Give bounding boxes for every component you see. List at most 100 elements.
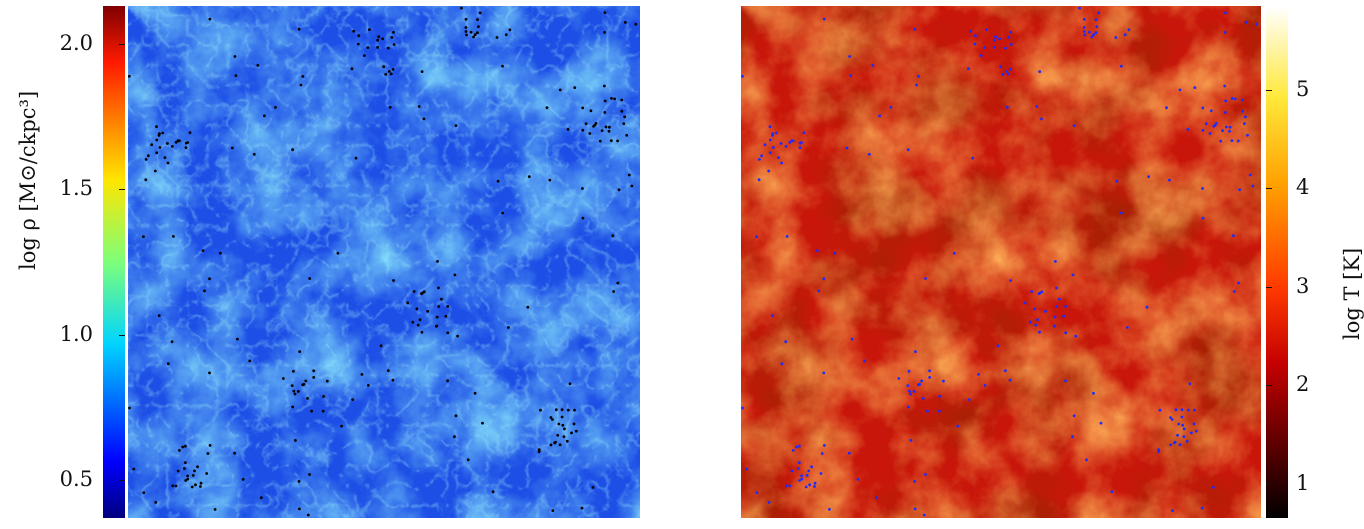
particle-point <box>1004 369 1007 372</box>
particle-point <box>603 11 607 15</box>
particle-point <box>491 490 495 494</box>
particle-point <box>1200 506 1204 510</box>
particle-point <box>584 122 588 126</box>
particle-point <box>581 216 585 220</box>
particle-point <box>942 379 945 383</box>
gas-density-map <box>128 6 640 518</box>
particle-point <box>203 289 206 293</box>
particle-point <box>815 249 819 253</box>
particle-point <box>1006 72 1010 76</box>
particle-point <box>1201 106 1205 110</box>
particle-point <box>1243 122 1246 125</box>
particle-point <box>157 314 161 317</box>
particle-point <box>592 124 595 128</box>
particle-point <box>208 17 212 21</box>
particle-point <box>785 484 788 488</box>
particle-point <box>847 451 851 455</box>
particle-point <box>780 161 783 165</box>
particle-point <box>790 139 794 143</box>
particle-point <box>795 445 798 449</box>
particle-point <box>822 371 826 375</box>
particle-point <box>565 439 569 443</box>
particle-point <box>377 35 381 39</box>
particle-point <box>381 37 384 41</box>
particle-point <box>1036 318 1039 322</box>
particle-point <box>788 484 792 488</box>
particle-point <box>293 392 297 396</box>
particle-point <box>1094 18 1098 21</box>
particle-point <box>1176 433 1179 437</box>
particle-point <box>292 389 296 393</box>
particle-point <box>1169 443 1172 447</box>
particle-point <box>336 251 340 255</box>
particle-point <box>993 38 996 42</box>
particle-point <box>382 65 385 69</box>
particle-point <box>155 125 158 129</box>
particle-point <box>797 444 801 448</box>
particle-point <box>921 397 925 400</box>
particle-point <box>926 409 929 413</box>
particle-point <box>1038 330 1041 334</box>
particle-point <box>771 314 774 317</box>
left-tick-label: 2.0 <box>59 30 93 55</box>
particle-point <box>390 36 394 39</box>
particle-point <box>1040 117 1043 121</box>
particle-point <box>1193 408 1196 412</box>
particle-point <box>771 134 774 137</box>
particle-point <box>132 467 136 471</box>
particle-point <box>386 46 390 50</box>
particle-point <box>922 513 926 517</box>
particle-point <box>768 125 772 129</box>
left-tick-label: 0.5 <box>59 467 93 492</box>
particle-point <box>1054 260 1057 263</box>
particle-point <box>760 154 763 158</box>
particle-point <box>1127 28 1131 32</box>
particle-point <box>434 324 438 328</box>
particle-point <box>611 234 615 238</box>
particle-point <box>1211 486 1215 489</box>
particle-point <box>828 508 831 511</box>
particle-point <box>1158 408 1162 412</box>
particle-point <box>1178 88 1182 92</box>
particle-point <box>906 148 910 152</box>
particle-point <box>422 117 426 121</box>
particle-point <box>1082 26 1086 29</box>
particle-point <box>460 6 463 10</box>
particle-point <box>256 64 260 67</box>
particle-point <box>999 65 1002 69</box>
particle-point <box>1052 324 1056 328</box>
particle-point <box>411 320 415 324</box>
particle-point <box>473 33 477 37</box>
particle-point <box>1182 435 1186 438</box>
particle-point <box>306 513 310 517</box>
particle-point <box>796 467 800 470</box>
particle-point <box>581 187 584 190</box>
particle-point <box>867 152 871 156</box>
particle-point <box>913 480 917 483</box>
particle-point <box>312 376 316 379</box>
particle-point <box>1201 128 1205 132</box>
particle-point <box>501 211 504 215</box>
particle-point <box>1244 21 1248 24</box>
particle-point <box>573 408 576 412</box>
particle-point <box>813 481 817 485</box>
particle-point <box>526 305 530 309</box>
particle-point <box>878 114 881 118</box>
particle-point <box>186 477 190 481</box>
particle-point <box>1190 431 1193 435</box>
particle-point <box>128 406 131 410</box>
particle-point <box>340 424 343 428</box>
particle-point <box>1071 273 1075 277</box>
particle-point <box>1168 178 1171 182</box>
particle-point <box>802 131 806 134</box>
particle-point <box>351 398 354 401</box>
particle-point <box>170 145 174 148</box>
particle-point <box>566 128 570 131</box>
particle-point <box>993 46 996 49</box>
particle-point <box>170 340 174 344</box>
left-tick-mark <box>119 334 125 336</box>
particle-point <box>368 28 371 31</box>
particle-point <box>917 383 920 387</box>
particle-point <box>912 390 916 393</box>
particle-point <box>548 178 552 182</box>
